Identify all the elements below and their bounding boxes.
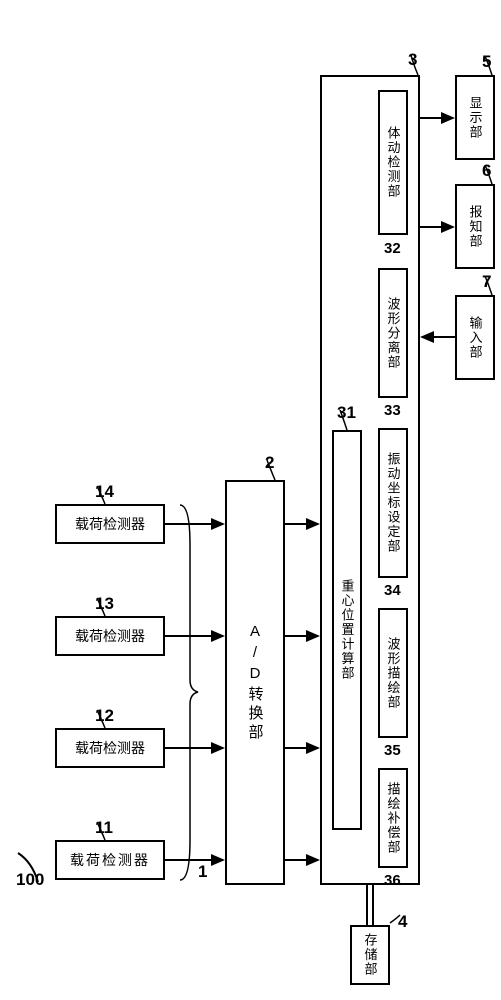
cog-calc: 重心位置计算部 (332, 430, 362, 830)
ref-ad: 2 (265, 453, 274, 473)
ref-storage: 4 (398, 912, 407, 932)
ref-notify: 6 (482, 161, 491, 181)
ref-36: 36 (384, 872, 401, 889)
detector-1: 载荷检测器 (55, 840, 165, 880)
ref-32: 32 (384, 240, 401, 257)
ref-display: 5 (482, 52, 491, 72)
detector-3-label: 载荷检测器 (75, 626, 145, 646)
inner-33: 波形分离部 (378, 268, 408, 398)
detector-2-label: 载荷检测器 (75, 738, 145, 758)
detector-4-label: 载荷检测器 (75, 514, 145, 534)
input-block: 输入部 (455, 295, 495, 380)
inner-36-label: 描绘补偿部 (384, 782, 403, 855)
ref-detector-2: 12 (95, 706, 114, 726)
inner-34: 振动坐标设定部 (378, 428, 408, 578)
display-label: 显示部 (466, 96, 485, 140)
inner-33-label: 波形分离部 (384, 297, 403, 370)
diagram-root: 100 载荷检测器 11 载荷检测器 12 载荷检测器 13 载荷检测器 14 … (0, 0, 501, 1000)
notify-label: 报知部 (466, 205, 485, 249)
ref-detector-4: 14 (95, 482, 114, 502)
storage: 存储部 (350, 925, 390, 985)
detector-1-label: 载荷检测器 (70, 850, 150, 870)
notify-block: 报知部 (455, 184, 495, 269)
ref-input: 7 (482, 272, 491, 292)
ad-converter: A/D转换部 (225, 480, 285, 885)
ref-main: 3 (408, 50, 417, 70)
input-label: 输入部 (466, 316, 485, 360)
display-block: 显示部 (455, 75, 495, 160)
inner-35-label: 波形描绘部 (384, 637, 403, 710)
ref-cog: 31 (337, 403, 356, 423)
ad-converter-label: A/D转换部 (245, 623, 266, 743)
inner-32: 体动检测部 (378, 90, 408, 235)
detector-4: 载荷检测器 (55, 504, 165, 544)
detector-3: 载荷检测器 (55, 616, 165, 656)
inner-36: 描绘补偿部 (378, 768, 408, 868)
inner-35: 波形描绘部 (378, 608, 408, 738)
inner-32-label: 体动检测部 (384, 126, 403, 199)
ref-detector-group: 1 (198, 862, 207, 882)
ref-34: 34 (384, 582, 401, 599)
storage-label: 存储部 (361, 933, 380, 977)
cog-calc-label: 重心位置计算部 (338, 579, 357, 681)
ref-detector-1: 11 (95, 818, 113, 838)
ref-35: 35 (384, 742, 401, 759)
ref-system: 100 (16, 870, 44, 890)
ref-detector-3: 13 (95, 594, 114, 614)
ref-33: 33 (384, 402, 401, 419)
detector-2: 载荷检测器 (55, 728, 165, 768)
inner-34-label: 振动坐标设定部 (384, 452, 403, 554)
